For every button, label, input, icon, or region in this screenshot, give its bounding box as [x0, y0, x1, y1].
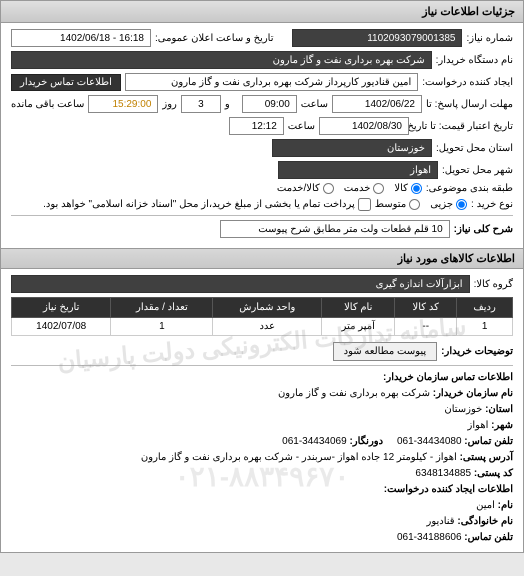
- creator-name-value: امین: [476, 500, 495, 511]
- radio-small-label: جزیی: [430, 199, 453, 210]
- category-radio-group: کالا خدمت کالا/خدمت: [277, 183, 422, 194]
- buyer-org-label: نام دستگاه خریدار:: [436, 55, 513, 66]
- remain-label: ساعت باقی مانده: [11, 99, 84, 110]
- contact-org-label: نام سازمان خریدار:: [433, 388, 513, 399]
- radio-khedmat-input[interactable]: [373, 183, 384, 194]
- attachment-button[interactable]: پیوست مطالعه شود: [333, 342, 438, 361]
- contact-postal-value: 6348134885: [415, 468, 471, 479]
- city-label: شهر محل تحویل:: [442, 165, 513, 176]
- table-cell: عدد: [213, 318, 322, 336]
- table-header-cell: کد کالا: [395, 298, 457, 318]
- remain-time-field: 15:29:00: [88, 95, 158, 113]
- days-field: 3: [181, 95, 221, 113]
- goods-table: ردیفکد کالانام کالاواحد شمارشتعداد / مقد…: [11, 297, 513, 336]
- buyer-org-field: شرکت بهره برداری نفت و گاز مارون: [11, 51, 432, 69]
- buy-note-label: پرداخت تمام یا بخشی از مبلغ خرید،از محل …: [43, 199, 355, 210]
- table-header-cell: واحد شمارش: [213, 298, 322, 318]
- creator-name-label: نام:: [498, 500, 513, 511]
- creator-heading: اطلاعات ایجاد کننده درخواست:: [384, 484, 513, 495]
- creator-lname-value: قنادیور: [427, 516, 455, 527]
- datetime-label: تاریخ و ساعت اعلان عمومی:: [155, 33, 274, 44]
- province-field: خوزستان: [272, 139, 432, 157]
- notes-label: توضیحات خریدار:: [441, 346, 513, 357]
- response-date-field: 1402/06/22: [332, 95, 422, 113]
- group-field: ابزارآلات اندازه گیری: [11, 275, 470, 293]
- table-cell: 1: [457, 318, 513, 336]
- main-title-field: 10 قلم قطعات ولت متر مطابق شرح پیوست: [220, 220, 450, 238]
- and-label: و: [225, 99, 230, 110]
- response-time-field: 09:00: [242, 95, 297, 113]
- contact-postal-label: کد پستی:: [474, 468, 513, 479]
- table-row: 1--آمپر مترعدد11402/07/08: [12, 318, 513, 336]
- radio-both[interactable]: کالا/خدمت: [277, 183, 334, 194]
- radio-khedmat[interactable]: خدمت: [344, 183, 385, 194]
- contact-link-button[interactable]: اطلاعات تماس خریدار: [11, 74, 121, 91]
- creator-field: امین قنادیور کارپرداز شرکت بهره برداری ن…: [125, 73, 418, 91]
- main-title-label: شرح کلی نیاز:: [454, 224, 513, 235]
- contact-province-label: استان:: [485, 404, 513, 415]
- table-cell: 1: [111, 318, 213, 336]
- radio-khedmat-label: خدمت: [344, 183, 371, 194]
- creator-phone-label: تلفن تماس:: [464, 532, 513, 543]
- validity-label: تاریخ اعتبار قیمت: تا تاریخ:: [413, 121, 513, 132]
- contact-fax-value: 34434069-061: [282, 436, 347, 447]
- response-until-label: مهلت ارسال پاسخ: تا: [426, 99, 513, 110]
- contact-address-value: اهواز - کیلومتر 12 جاده اهواز -سربندر - …: [141, 452, 457, 463]
- province-label: استان محل تحویل:: [436, 143, 513, 154]
- contact-org-value: شرکت بهره برداری نفت و گاز مارون: [278, 388, 430, 399]
- days-label: روز: [162, 99, 177, 110]
- table-header-cell: تاریخ نیاز: [12, 298, 111, 318]
- contact-address-label: آدرس پستی:: [460, 452, 513, 463]
- table-header-cell: نام کالا: [322, 298, 395, 318]
- contact-fax-label: دورنگار:: [349, 436, 383, 447]
- radio-small-input[interactable]: [456, 199, 467, 210]
- radio-small[interactable]: جزیی: [430, 199, 467, 210]
- radio-kala-input[interactable]: [411, 183, 422, 194]
- divider: [11, 215, 513, 216]
- number-field: 1102093079001385: [292, 29, 462, 47]
- contact-city-value: اهواز: [468, 420, 489, 431]
- validity-date-field: 1402/08/30: [319, 117, 409, 135]
- contact-phone-value: 34434080-061: [397, 436, 462, 447]
- contact-phone-label: تلفن تماس:: [464, 436, 513, 447]
- creator-lname-label: نام خانوادگی:: [457, 516, 513, 527]
- goods-section-heading: اطلاعات کالاهای مورد نیاز: [1, 248, 523, 269]
- buy-kind-label: نوع خرید :: [471, 199, 513, 210]
- group-label: گروه کالا:: [474, 279, 513, 290]
- radio-medium[interactable]: متوسط: [375, 199, 420, 210]
- number-label: شماره نیاز:: [466, 33, 513, 44]
- creator-phone-value: 34188606-061: [397, 532, 462, 543]
- datetime-field: 16:18 - 1402/06/18: [11, 29, 151, 47]
- table-header-cell: تعداد / مقدار: [111, 298, 213, 318]
- buy-note-checkbox[interactable]: [358, 198, 371, 211]
- radio-kala[interactable]: کالا: [394, 183, 422, 194]
- city-field: اهواز: [278, 161, 438, 179]
- buy-kind-radio-group: جزیی متوسط: [375, 199, 467, 210]
- category-label: طبقه بندی موضوعی:: [426, 183, 513, 194]
- table-header-cell: ردیف: [457, 298, 513, 318]
- window-title: جزئیات اطلاعات نیاز: [1, 1, 523, 23]
- divider-2: [11, 365, 513, 366]
- radio-medium-label: متوسط: [375, 199, 406, 210]
- table-cell: آمپر متر: [322, 318, 395, 336]
- table-cell: --: [395, 318, 457, 336]
- contact-province-value: خوزستان: [444, 404, 482, 415]
- creator-label: ایجاد کننده درخواست:: [422, 77, 513, 88]
- table-cell: 1402/07/08: [12, 318, 111, 336]
- radio-both-label: کالا/خدمت: [277, 183, 320, 194]
- buy-note-check[interactable]: پرداخت تمام یا بخشی از مبلغ خرید،از محل …: [43, 198, 371, 211]
- time-label-1: ساعت: [301, 99, 328, 110]
- radio-medium-input[interactable]: [409, 199, 420, 210]
- contact-city-label: شهر:: [491, 420, 513, 431]
- radio-kala-label: کالا: [394, 183, 408, 194]
- validity-time-field: 12:12: [229, 117, 284, 135]
- time-label-2: ساعت: [288, 121, 315, 132]
- contact-heading: اطلاعات تماس سازمان خریدار:: [383, 372, 513, 383]
- radio-both-input[interactable]: [323, 183, 334, 194]
